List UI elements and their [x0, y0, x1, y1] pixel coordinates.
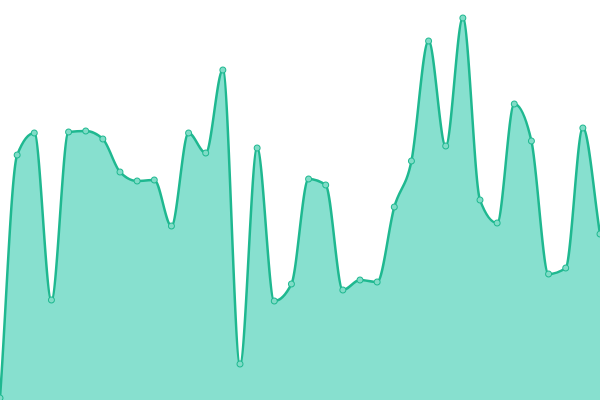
data-point — [116, 168, 124, 176]
data-point — [287, 280, 295, 288]
data-point — [527, 137, 535, 145]
data-point — [459, 14, 467, 22]
data-point — [270, 297, 278, 305]
data-point — [356, 276, 364, 284]
data-point — [493, 219, 501, 227]
data-point — [99, 135, 107, 143]
data-point — [202, 149, 210, 157]
data-point — [476, 196, 484, 204]
data-point — [133, 177, 141, 185]
data-point — [596, 230, 600, 238]
data-point — [185, 129, 193, 137]
data-point — [0, 394, 4, 400]
data-point — [390, 203, 398, 211]
data-point — [305, 175, 313, 183]
data-point — [322, 181, 330, 189]
data-point — [253, 144, 261, 152]
data-point — [339, 286, 347, 294]
data-point — [562, 264, 570, 272]
data-point — [167, 222, 175, 230]
data-point — [82, 127, 90, 135]
data-point — [13, 151, 21, 159]
data-point — [65, 128, 73, 136]
data-point — [425, 37, 433, 45]
data-point — [545, 270, 553, 278]
data-point — [236, 360, 244, 368]
data-point — [150, 176, 158, 184]
data-point — [579, 124, 587, 132]
data-point — [373, 278, 381, 286]
data-point — [407, 157, 415, 165]
data-point — [442, 142, 450, 150]
data-point — [30, 129, 38, 137]
data-point — [219, 66, 227, 74]
area-fill — [0, 18, 600, 400]
data-point — [47, 296, 55, 304]
data-point — [510, 100, 518, 108]
